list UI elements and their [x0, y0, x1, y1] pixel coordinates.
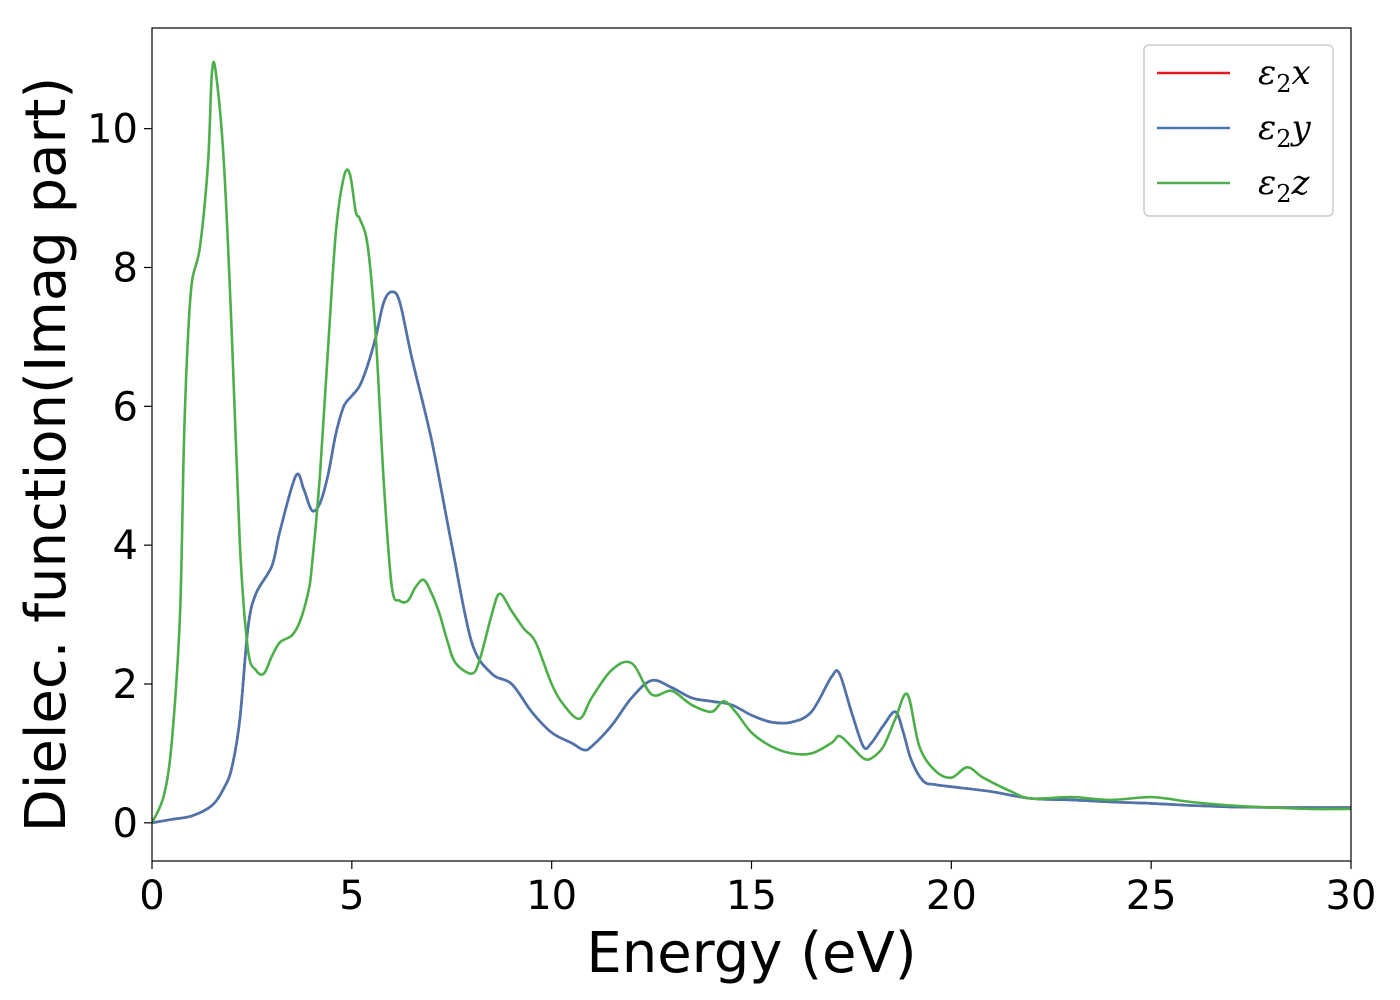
x-tick-label: 30	[1326, 873, 1377, 919]
legend-box	[1143, 44, 1334, 217]
x-axis: 0 5 10 15 20 25 30	[139, 861, 1376, 919]
x-tick-label: 25	[1126, 873, 1177, 919]
y-tick-label: 6	[113, 384, 138, 430]
x-tick-label: 15	[726, 873, 777, 919]
x-tick-label: 20	[926, 873, 977, 919]
y-tick-label: 8	[113, 245, 138, 291]
y-tick-label: 4	[113, 523, 138, 569]
y-tick-label: 0	[113, 801, 138, 847]
plot-lines	[152, 60, 1351, 825]
series-line-y	[152, 290, 1351, 825]
x-tick-label: 10	[526, 873, 577, 919]
y-tick-label: 10	[87, 107, 138, 153]
y-axis-title: Dielec. function(Imag part)	[14, 77, 79, 833]
y-tick-label: 2	[113, 662, 138, 708]
series-line-z	[152, 60, 1351, 825]
x-tick-label: 5	[339, 873, 364, 919]
legend-entry-label: ε2y	[1258, 108, 1312, 153]
x-tick-label: 0	[139, 873, 164, 919]
x-axis-title: Energy (eV)	[586, 921, 916, 986]
legend-entry-label: ε2z	[1258, 163, 1311, 208]
y-axis: 0 2 4 6 8 10	[87, 107, 152, 847]
legend-entry-label: ε2x	[1258, 53, 1311, 98]
legend: ε2x ε2y ε2z	[1143, 44, 1334, 217]
